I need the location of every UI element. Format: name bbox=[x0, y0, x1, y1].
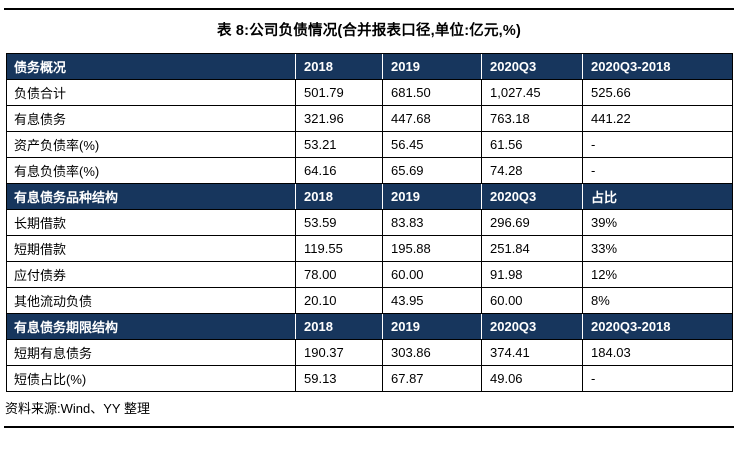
row-label: 其他流动负债 bbox=[6, 287, 296, 314]
cell-value: 33% bbox=[582, 235, 733, 262]
section-header-row: 有息债务期限结构 2018 2019 2020Q3 2020Q3-2018 bbox=[6, 313, 733, 340]
cell-value: 67.87 bbox=[382, 365, 482, 392]
cell-value: 190.37 bbox=[295, 339, 383, 366]
section-header-row: 有息债务品种结构 2018 2019 2020Q3 占比 bbox=[6, 183, 733, 210]
cell-value: 60.00 bbox=[481, 287, 583, 314]
column-header: 2018 bbox=[295, 313, 383, 340]
cell-value: 119.55 bbox=[295, 235, 383, 262]
cell-value: 321.96 bbox=[295, 105, 383, 132]
row-label: 短债占比(%) bbox=[6, 365, 296, 392]
table-row: 有息债务 321.96 447.68 763.18 441.22 bbox=[6, 105, 733, 132]
table-row: 有息负债率(%) 64.16 65.69 74.28 - bbox=[6, 157, 733, 184]
cell-value: 441.22 bbox=[582, 105, 733, 132]
cell-value: 49.06 bbox=[481, 365, 583, 392]
cell-value: 525.66 bbox=[582, 79, 733, 106]
table-row: 长期借款 53.59 83.83 296.69 39% bbox=[6, 209, 733, 236]
cell-value: 20.10 bbox=[295, 287, 383, 314]
cell-value: 303.86 bbox=[382, 339, 482, 366]
cell-value: 64.16 bbox=[295, 157, 383, 184]
column-header: 2019 bbox=[382, 53, 482, 80]
cell-value: 1,027.45 bbox=[481, 79, 583, 106]
table-row: 资产负债率(%) 53.21 56.45 61.56 - bbox=[6, 131, 733, 158]
cell-value: 501.79 bbox=[295, 79, 383, 106]
table-row: 应付债券 78.00 60.00 91.98 12% bbox=[6, 261, 733, 288]
column-header: 2018 bbox=[295, 53, 383, 80]
cell-value: - bbox=[582, 131, 733, 158]
cell-value: 78.00 bbox=[295, 261, 383, 288]
row-label: 有息负债率(%) bbox=[6, 157, 296, 184]
section-title: 有息债务品种结构 bbox=[6, 183, 296, 210]
cell-value: 60.00 bbox=[382, 261, 482, 288]
table-row: 短债占比(%) 59.13 67.87 49.06 - bbox=[6, 365, 733, 392]
column-header: 2018 bbox=[295, 183, 383, 210]
row-label: 长期借款 bbox=[6, 209, 296, 236]
cell-value: 56.45 bbox=[382, 131, 482, 158]
column-header: 2019 bbox=[382, 183, 482, 210]
row-label: 应付债券 bbox=[6, 261, 296, 288]
row-label: 负债合计 bbox=[6, 79, 296, 106]
column-header: 占比 bbox=[582, 183, 733, 210]
row-label: 有息债务 bbox=[6, 105, 296, 132]
cell-value: 195.88 bbox=[382, 235, 482, 262]
column-header: 2020Q3 bbox=[481, 313, 583, 340]
cell-value: 374.41 bbox=[481, 339, 583, 366]
table-title: 表 8:公司负债情况(合并报表口径,单位:亿元,%) bbox=[216, 23, 522, 39]
debt-table: 债务概况 2018 2019 2020Q3 2020Q3-2018 负债合计 5… bbox=[6, 53, 733, 392]
cell-value: 447.68 bbox=[382, 105, 482, 132]
column-header: 2019 bbox=[382, 313, 482, 340]
cell-value: 8% bbox=[582, 287, 733, 314]
cell-value: 53.59 bbox=[295, 209, 383, 236]
source-note: 资料来源:Wind、YY 整理 bbox=[5, 401, 150, 416]
cell-value: 681.50 bbox=[382, 79, 482, 106]
table-row: 其他流动负债 20.10 43.95 60.00 8% bbox=[6, 287, 733, 314]
column-header: 2020Q3 bbox=[481, 183, 583, 210]
table-row: 负债合计 501.79 681.50 1,027.45 525.66 bbox=[6, 79, 733, 106]
top-rule bbox=[4, 8, 734, 10]
cell-value: 296.69 bbox=[481, 209, 583, 236]
cell-value: - bbox=[582, 365, 733, 392]
section-title: 有息债务期限结构 bbox=[6, 313, 296, 340]
cell-value: 83.83 bbox=[382, 209, 482, 236]
column-header: 2020Q3-2018 bbox=[582, 313, 733, 340]
row-label: 资产负债率(%) bbox=[6, 131, 296, 158]
cell-value: 43.95 bbox=[382, 287, 482, 314]
column-header: 2020Q3 bbox=[481, 53, 583, 80]
table-row: 短期借款 119.55 195.88 251.84 33% bbox=[6, 235, 733, 262]
bottom-rule bbox=[4, 426, 734, 428]
cell-value: 91.98 bbox=[481, 261, 583, 288]
cell-value: 65.69 bbox=[382, 157, 482, 184]
cell-value: 61.56 bbox=[481, 131, 583, 158]
row-label: 短期借款 bbox=[6, 235, 296, 262]
cell-value: - bbox=[582, 157, 733, 184]
cell-value: 74.28 bbox=[481, 157, 583, 184]
cell-value: 12% bbox=[582, 261, 733, 288]
cell-value: 763.18 bbox=[481, 105, 583, 132]
row-label: 短期有息债务 bbox=[6, 339, 296, 366]
section-header-row: 债务概况 2018 2019 2020Q3 2020Q3-2018 bbox=[6, 53, 733, 80]
cell-value: 184.03 bbox=[582, 339, 733, 366]
cell-value: 59.13 bbox=[295, 365, 383, 392]
section-title: 债务概况 bbox=[6, 53, 296, 80]
column-header: 2020Q3-2018 bbox=[582, 53, 733, 80]
table-row: 短期有息债务 190.37 303.86 374.41 184.03 bbox=[6, 339, 733, 366]
cell-value: 53.21 bbox=[295, 131, 383, 158]
cell-value: 251.84 bbox=[481, 235, 583, 262]
cell-value: 39% bbox=[582, 209, 733, 236]
